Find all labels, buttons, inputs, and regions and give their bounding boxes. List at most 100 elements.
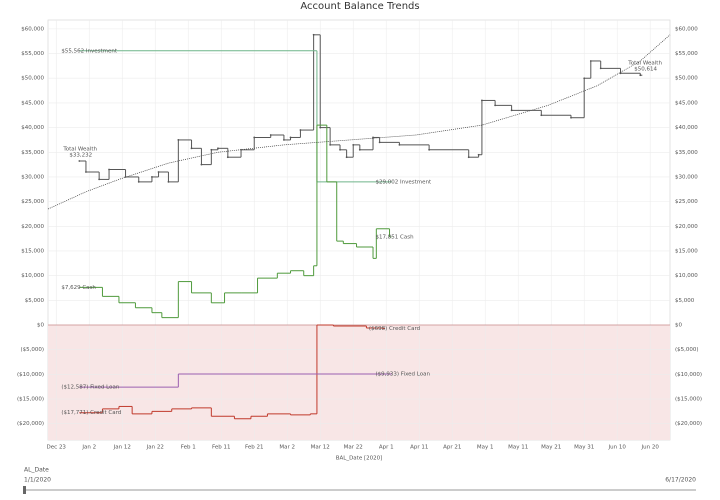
start-label: $55,562 Investment	[61, 48, 117, 54]
point	[477, 153, 480, 156]
point	[428, 148, 431, 151]
x-tick-label: Feb 21	[245, 445, 264, 451]
y2-tick-label: $35,000	[675, 150, 698, 156]
y2-tick-label: $25,000	[675, 199, 698, 205]
point	[378, 141, 381, 144]
y-tick-label: $5,000	[25, 298, 45, 304]
y2-tick-label: $50,000	[675, 76, 698, 82]
filter-handle[interactable]	[23, 486, 26, 494]
y2-tick-label: $45,000	[675, 100, 698, 106]
x-tick-label: Jan 12	[113, 445, 131, 451]
y-tick-label: ($10,000)	[17, 372, 44, 378]
x-tick-label: Mar 22	[344, 445, 363, 451]
point	[200, 163, 203, 166]
trend-line	[47, 34, 671, 210]
point	[190, 147, 193, 150]
plot-area	[47, 19, 671, 441]
point	[177, 139, 180, 141]
y2-tick-label: $15,000	[675, 248, 698, 254]
y-tick-label: $15,000	[21, 248, 44, 254]
point	[398, 143, 401, 146]
x-tick-label: Jan 2	[81, 445, 96, 451]
point	[85, 171, 87, 173]
y2-tick-label: ($15,000)	[675, 397, 702, 403]
point	[151, 176, 153, 178]
point	[283, 139, 285, 141]
y2-tick-label: ($5,000)	[675, 347, 699, 353]
filter-start: 1/1/2020	[24, 477, 51, 484]
point	[589, 60, 592, 62]
end-label: $17,851 Cash	[376, 234, 415, 240]
point	[289, 136, 292, 139]
point	[639, 74, 642, 77]
point	[345, 156, 348, 159]
y-tick-label: $50,000	[21, 76, 44, 82]
end-label: ($9,933) Fixed Loan	[376, 372, 431, 378]
start-label: $33,232	[69, 152, 92, 158]
x-tick-label: Mar 2	[279, 445, 295, 451]
y-tick-label: $45,000	[21, 100, 44, 106]
x-tick-label: Apr 21	[443, 445, 461, 451]
point	[312, 33, 315, 36]
y2-tick-label: $55,000	[675, 51, 698, 57]
x-tick-label: Dec 23	[47, 445, 67, 451]
y-tick-label: $25,000	[21, 199, 44, 205]
point	[540, 114, 543, 117]
x-tick-label: Feb 11	[212, 445, 231, 451]
point	[467, 156, 470, 159]
end-label: ($698) Credit Card	[369, 326, 420, 332]
point	[372, 136, 374, 139]
y-tick-label: ($20,000)	[17, 421, 44, 427]
point	[494, 104, 497, 107]
x-tick-label: Jun 10	[608, 445, 627, 451]
y2-tick-label: $30,000	[675, 174, 698, 180]
end-label: $50,614	[634, 67, 657, 73]
x-tick-label: Apr 11	[410, 445, 428, 451]
y-tick-label: $0	[37, 323, 44, 329]
x-axis-title: BAL_Date [2020]	[336, 456, 383, 462]
y2-tick-label: $5,000	[675, 298, 695, 304]
point	[124, 176, 127, 178]
start-label: ($17,771) Credit Card	[61, 410, 121, 416]
series-name: Total Wealth	[62, 146, 97, 152]
end-label: $29,002 Investment	[376, 179, 432, 185]
point	[78, 160, 81, 162]
point	[157, 171, 160, 173]
x-tick-label: May 21	[541, 445, 561, 451]
point	[226, 156, 229, 159]
x-tick-label: Mar 12	[311, 445, 330, 451]
point	[240, 148, 242, 151]
point	[599, 67, 602, 70]
x-tick-label: Jan 22	[146, 445, 164, 451]
y-tick-label: $40,000	[21, 125, 44, 131]
y2-tick-label: $0	[675, 323, 682, 329]
x-tick-label: May 11	[508, 445, 528, 451]
y-tick-label: ($15,000)	[17, 397, 44, 403]
filter-label: AL_Date	[24, 467, 49, 474]
y2-tick-label: $60,000	[675, 26, 698, 32]
negative-region	[48, 325, 670, 440]
x-tick-label: May 31	[574, 445, 594, 451]
point	[619, 72, 622, 75]
point	[167, 180, 170, 183]
point	[319, 126, 322, 129]
x-tick-label: Apr 1	[379, 445, 394, 451]
point	[510, 109, 513, 112]
y-tick-label: $60,000	[21, 26, 44, 32]
series-name: Total Wealth	[627, 61, 662, 67]
point	[98, 178, 101, 181]
filter-end: 6/17/2020	[665, 477, 696, 484]
point	[108, 168, 110, 171]
y2-tick-label: $40,000	[675, 125, 698, 131]
y2-tick-label: ($20,000)	[675, 421, 702, 427]
start-label: $7,629 Cash	[61, 285, 96, 291]
start-label: ($12,587) Fixed Loan	[61, 385, 119, 391]
point	[329, 143, 332, 146]
point	[481, 99, 483, 102]
chart-title: Account Balance Trends	[300, 1, 419, 12]
point	[352, 143, 355, 146]
point	[583, 77, 586, 80]
point	[210, 148, 213, 151]
point	[570, 116, 572, 119]
